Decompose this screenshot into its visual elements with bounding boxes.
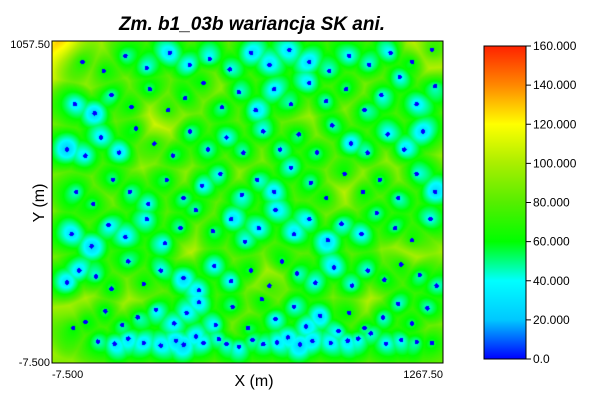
colorbar-tick-label: 80.000 (533, 196, 570, 210)
plot-frame (51, 40, 444, 364)
y-tick-top: 1057.50 (10, 39, 50, 51)
colorbar-tick-label: 60.000 (533, 235, 570, 249)
x-tick-right: 1267.50 (403, 369, 443, 381)
colorbar-tick-label: 120.000 (533, 117, 577, 131)
variance-heatmap (52, 41, 443, 363)
colorbar-tick-label: 100.000 (533, 156, 577, 170)
colorbar-gradient (483, 45, 527, 360)
chart-title: Zm. b1_03b wariancja SK ani. (118, 14, 385, 35)
colorbar: 160.000 140.000 120.000 100.000 80.000 60.000… (483, 39, 577, 366)
y-axis-label: Y (m) (31, 184, 48, 223)
colorbar-tick-label: 140.000 (533, 78, 577, 92)
colorbar-tick-label: 160.000 (533, 39, 577, 53)
heatmap-plot-area (51, 40, 444, 364)
colorbar-tick-label: 20.000 (533, 313, 570, 327)
colorbar-tick-label: 0.0 (533, 352, 550, 366)
colorbar-tick-label: 40.000 (533, 274, 570, 288)
y-tick-bottom: -7.500 (19, 357, 50, 369)
x-tick-left: -7.500 (52, 369, 83, 381)
x-axis-label: X (m) (234, 373, 273, 390)
